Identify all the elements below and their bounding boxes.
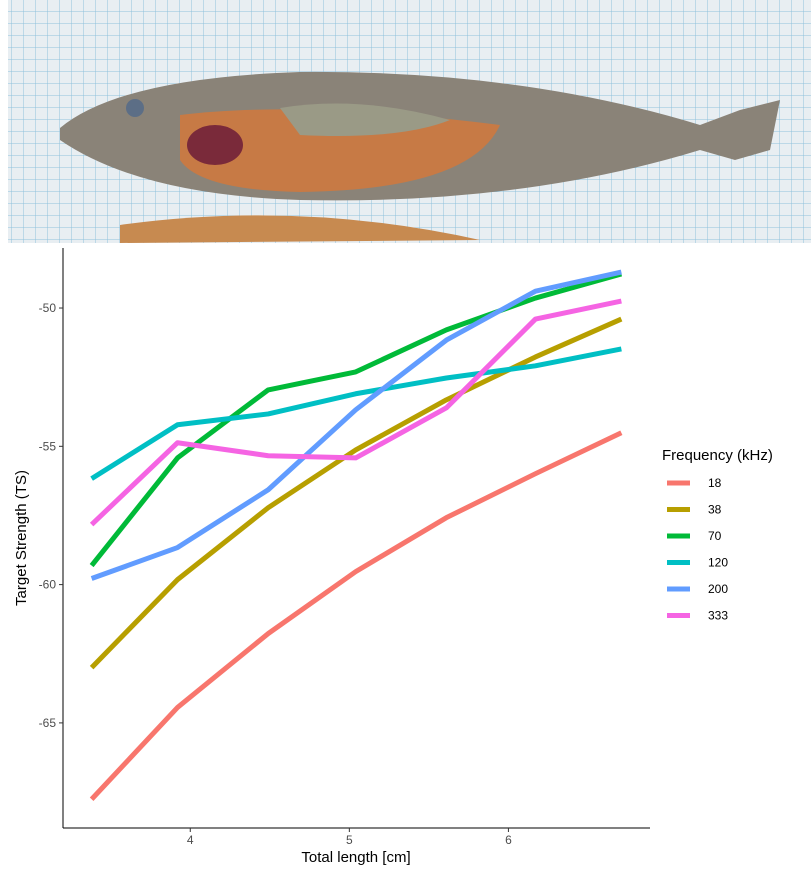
x-tick-label: 4	[187, 833, 194, 847]
y-tick-label: -50	[39, 301, 57, 315]
series-line	[92, 433, 622, 799]
y-tick-label: -65	[39, 716, 57, 730]
y-axis-title: Target Strength (TS)	[13, 470, 30, 606]
specimen-photo	[8, 0, 811, 243]
y-tick-label: -55	[39, 439, 57, 453]
series-line	[92, 301, 622, 524]
x-tick-label: 5	[346, 833, 353, 847]
x-tick-label: 6	[505, 833, 512, 847]
legend-label: 70	[708, 529, 722, 543]
x-axis-title: Total length [cm]	[301, 849, 410, 866]
legend-label: 18	[708, 476, 722, 490]
figure: Total length [cm] Target Strength (TS) F…	[0, 0, 811, 868]
legend-label: 38	[708, 503, 722, 517]
legend-label: 200	[708, 582, 728, 596]
y-tick-label: -60	[39, 578, 57, 592]
legend-label: 333	[708, 609, 728, 623]
legend-title: Frequency (kHz)	[662, 447, 773, 464]
legend-label: 120	[708, 556, 728, 570]
